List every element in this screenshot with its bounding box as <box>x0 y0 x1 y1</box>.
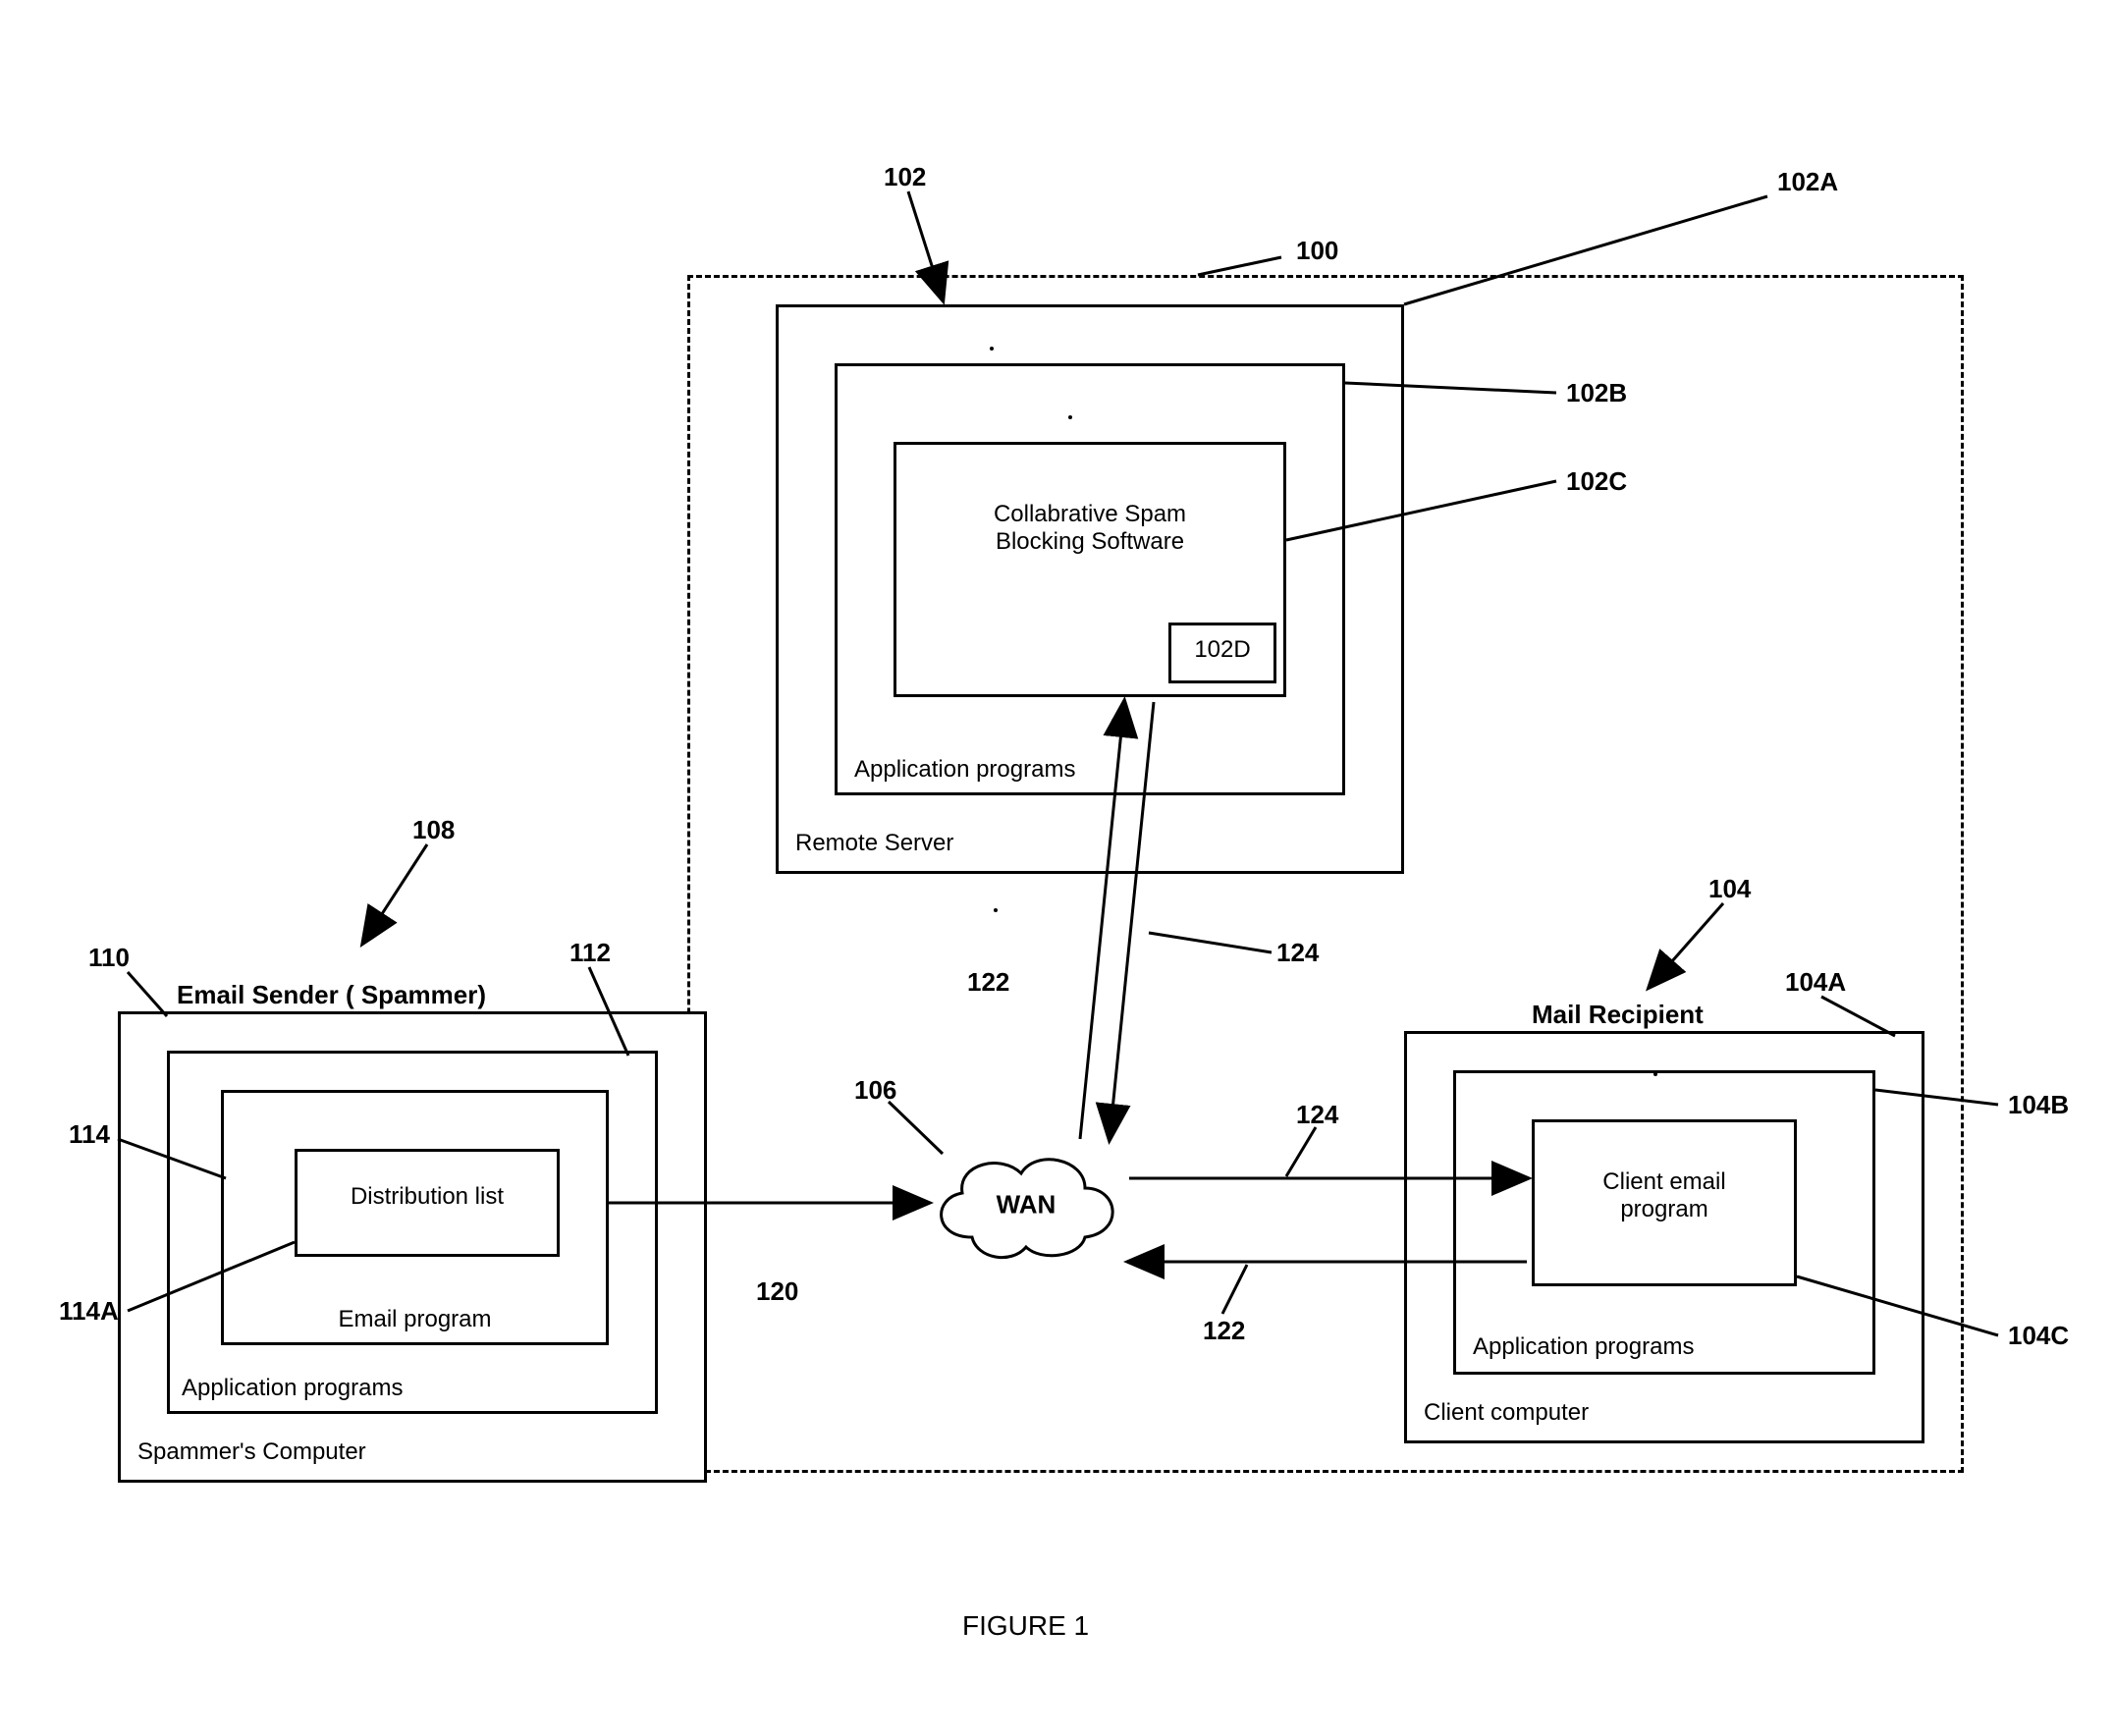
ref-104: 104 <box>1708 874 1751 904</box>
ref-102C: 102C <box>1566 466 1627 497</box>
ref-104A: 104A <box>1785 967 1846 998</box>
recipient-title: Mail Recipient <box>1532 1000 1704 1030</box>
spammer-apps-label: Application programs <box>182 1375 643 1402</box>
client-email-label: Client email program <box>1532 1168 1797 1223</box>
ref-110: 110 <box>88 943 130 973</box>
ref-102: 102 <box>884 162 926 192</box>
ref-108: 108 <box>412 815 455 845</box>
ref-114: 114 <box>69 1119 110 1150</box>
email-label: Email program <box>221 1306 609 1333</box>
wan-cloud: WAN <box>923 1139 1129 1276</box>
spammer-computer-label: Spammer's Computer <box>137 1438 530 1466</box>
ref-124b: 124 <box>1296 1100 1338 1130</box>
diagram-canvas: Collabrative Spam Blocking Software 102D… <box>0 0 2113 1736</box>
ref-124a: 124 <box>1276 938 1319 968</box>
ref-120: 120 <box>756 1276 798 1307</box>
ref-122a: 122 <box>967 967 1009 998</box>
dist-label: Distribution list <box>295 1183 560 1211</box>
ref-104C: 104C <box>2008 1321 2069 1351</box>
ref-100: 100 <box>1296 236 1338 266</box>
server-software-label: Collabrative Spam Blocking Software <box>894 501 1286 556</box>
wan-label: WAN <box>997 1190 1056 1221</box>
server-outer-label: Remote Server <box>795 830 1090 857</box>
client-apps-label: Application programs <box>1473 1333 1856 1361</box>
ref-104B: 104B <box>2008 1090 2069 1120</box>
server-102d-label: 102D <box>1168 636 1276 664</box>
ref-114A: 114A <box>59 1296 119 1327</box>
ref-122b: 122 <box>1203 1316 1245 1346</box>
server-apps-label: Application programs <box>854 756 1326 784</box>
ref-102A: 102A <box>1777 167 1838 197</box>
figure-caption: FIGURE 1 <box>962 1610 1089 1642</box>
ref-102B: 102B <box>1566 378 1627 408</box>
client-computer-label: Client computer <box>1424 1399 1718 1427</box>
ref-106: 106 <box>854 1075 896 1106</box>
ref-112: 112 <box>569 938 611 968</box>
spammer-title: Email Sender ( Spammer) <box>177 980 486 1010</box>
